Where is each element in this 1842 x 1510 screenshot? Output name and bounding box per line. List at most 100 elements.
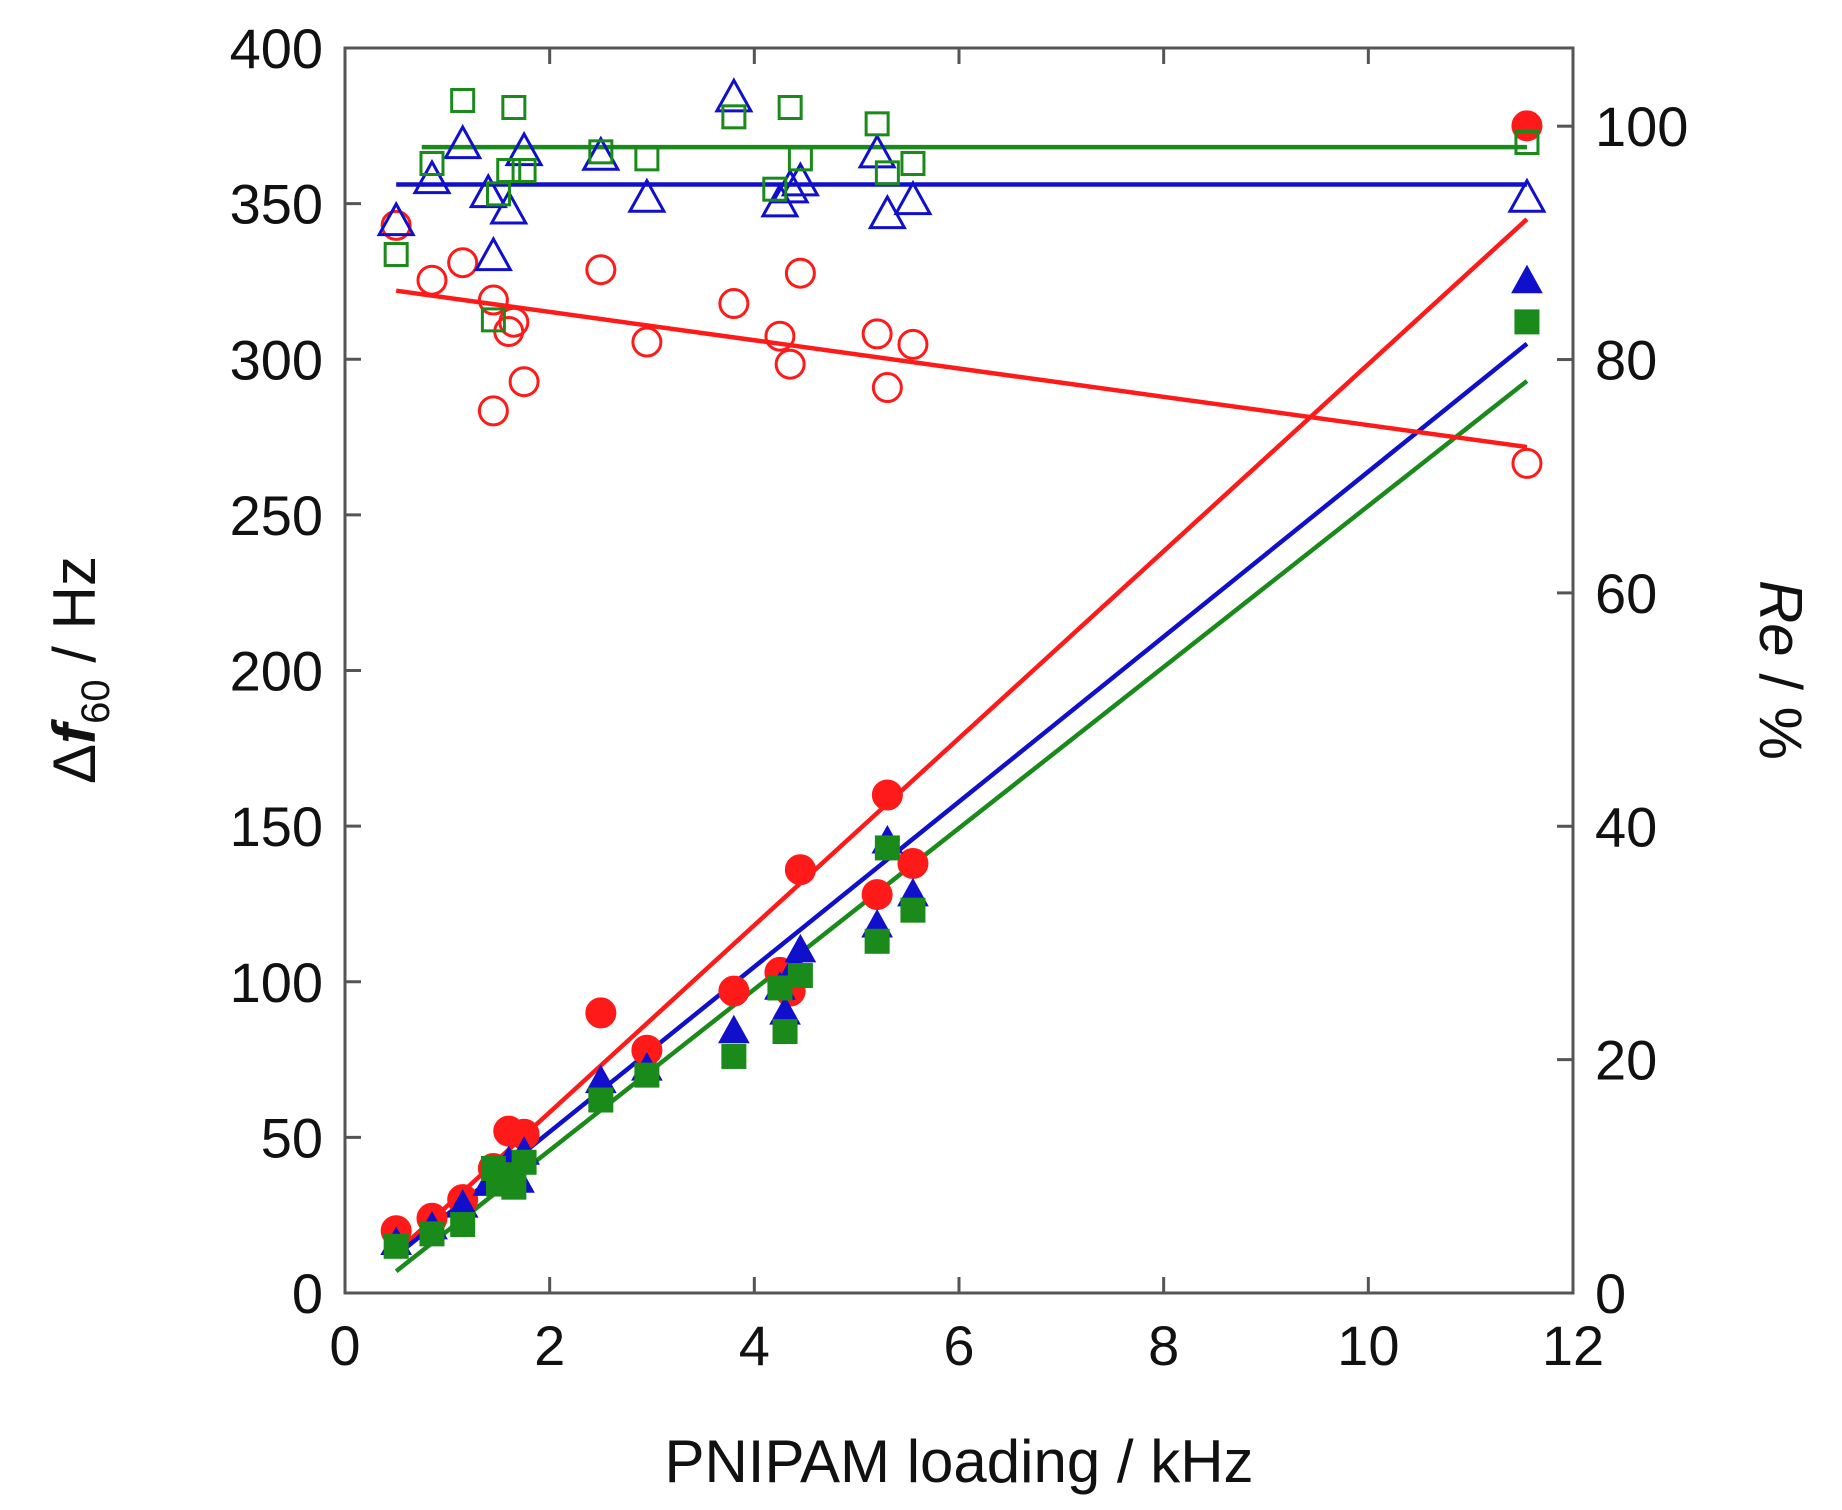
fit-line-blue-left xyxy=(394,341,1529,1258)
point-square-green-filled xyxy=(588,1087,614,1113)
point-square-green-open xyxy=(777,95,803,121)
point-square-green-open xyxy=(588,139,614,165)
point-circle-red-filled xyxy=(1511,110,1543,142)
point-square-green-open xyxy=(1514,130,1540,156)
point-triangle-blue-open xyxy=(581,135,621,171)
point-circle-red-open xyxy=(718,288,750,320)
point-triangle-blue-open xyxy=(443,123,483,160)
y-right-axis-title: Re / % xyxy=(1747,580,1814,760)
y-left-tick-label: 350 xyxy=(230,173,323,236)
point-circle-red-open xyxy=(784,257,816,289)
point-circle-red-filled xyxy=(784,854,816,886)
point-circle-red-open xyxy=(774,348,806,380)
point-square-green-open xyxy=(383,242,409,268)
y-left-tick-label: 200 xyxy=(230,640,323,703)
point-triangle-blue-open xyxy=(770,168,810,204)
point-circle-red-open xyxy=(447,247,479,279)
y-left-tick-label: 250 xyxy=(230,484,323,547)
point-square-green-filled xyxy=(721,1043,747,1069)
point-circle-red-open xyxy=(416,264,448,296)
point-square-green-open xyxy=(864,111,890,137)
point-circle-red-open xyxy=(508,366,540,398)
point-triangle-blue-open xyxy=(412,158,452,195)
y-left-tick-label: 150 xyxy=(230,795,323,858)
point-triangle-blue-open xyxy=(780,161,820,197)
point-square-green-filled xyxy=(419,1221,445,1247)
point-circle-red-open xyxy=(585,254,617,286)
point-circle-red-open xyxy=(861,318,893,350)
point-square-green-filled xyxy=(787,963,813,989)
point-triangle-blue-open xyxy=(627,177,667,213)
point-triangle-blue-filled xyxy=(1511,264,1543,294)
point-circle-red-open xyxy=(477,284,509,316)
point-triangle-blue-open xyxy=(489,189,529,225)
point-circle-red-filled xyxy=(585,997,617,1029)
fit-lines xyxy=(394,144,1529,1273)
y-left-title-sub: 60 xyxy=(74,679,118,724)
point-square-green-filled xyxy=(501,1174,527,1200)
x-tick-label: 0 xyxy=(329,1314,360,1377)
y-left-tick-label: 400 xyxy=(230,17,323,80)
point-square-green-filled xyxy=(772,1019,798,1045)
point-square-green-open xyxy=(496,158,522,184)
point-triangle-blue-open xyxy=(504,130,544,167)
x-tick-label: 12 xyxy=(1542,1314,1604,1377)
point-circle-red-filled xyxy=(871,779,903,811)
fit-line-red-left xyxy=(394,217,1529,1255)
point-square-green-filled xyxy=(1514,309,1540,335)
x-tick-label: 6 xyxy=(943,1314,974,1377)
point-square-green-filled xyxy=(900,897,926,923)
point-square-green-filled xyxy=(383,1233,409,1259)
y-right-title-unit: / % xyxy=(1747,657,1814,760)
point-square-green-open xyxy=(634,146,660,172)
point-triangle-blue-filled xyxy=(718,1014,750,1044)
point-square-green-filled xyxy=(864,928,890,954)
y-left-tick-label: 100 xyxy=(230,951,323,1014)
point-circle-red-filled xyxy=(718,975,750,1007)
y-right-tick-label: 60 xyxy=(1595,562,1657,625)
point-square-green-filled xyxy=(634,1062,660,1088)
point-square-green-filled xyxy=(511,1149,537,1175)
point-triangle-blue-open xyxy=(714,77,754,113)
point-square-green-open xyxy=(450,88,476,114)
point-triangle-blue-open xyxy=(893,179,933,216)
point-triangle-blue-open xyxy=(473,235,513,272)
point-square-green-open xyxy=(511,158,537,184)
point-circle-red-open xyxy=(631,326,663,358)
x-axis-title: PNIPAM loading / kHz xyxy=(664,1428,1253,1495)
point-square-green-filled xyxy=(450,1212,476,1238)
point-square-green-open xyxy=(480,307,506,333)
point-square-green-open xyxy=(721,104,747,130)
point-square-green-open xyxy=(900,151,926,177)
y-right-tick-label: 0 xyxy=(1595,1262,1626,1325)
plot-frame xyxy=(343,46,1575,1295)
point-square-green-filled xyxy=(874,835,900,861)
point-square-green-open xyxy=(762,176,788,202)
x-tick-label: 4 xyxy=(739,1314,770,1377)
x-tick-label: 2 xyxy=(534,1314,565,1377)
y-right-tick-label: 20 xyxy=(1595,1029,1657,1092)
point-square-green-open xyxy=(787,146,813,172)
fit-line-red-right xyxy=(395,288,1528,450)
point-circle-red-open xyxy=(871,372,903,404)
point-square-green-open xyxy=(501,95,527,121)
fit-line-green-left xyxy=(394,379,1529,1273)
y-left-tick-label: 300 xyxy=(230,328,323,391)
y-right-tick-label: 100 xyxy=(1595,95,1688,158)
y-left-tick-label: 0 xyxy=(292,1262,323,1325)
point-triangle-blue-open xyxy=(468,172,508,209)
y-left-axis-title: Δf60 / Hz xyxy=(41,556,118,784)
y-right-tick-label: 80 xyxy=(1595,329,1657,392)
point-square-green-open xyxy=(419,151,445,177)
point-triangle-blue-filled xyxy=(784,933,817,963)
point-circle-red-open xyxy=(380,209,412,241)
x-tick-label: 10 xyxy=(1337,1314,1399,1377)
y-left-tick-label: 50 xyxy=(261,1106,323,1169)
point-circle-red-filled xyxy=(861,879,893,911)
x-tick-label: 8 xyxy=(1148,1314,1179,1377)
point-circle-red-open xyxy=(498,306,530,338)
point-square-green-open xyxy=(874,160,900,186)
y-left-title-symbol: Δ xyxy=(41,744,108,784)
y-left-title-unit: / Hz xyxy=(41,556,108,679)
